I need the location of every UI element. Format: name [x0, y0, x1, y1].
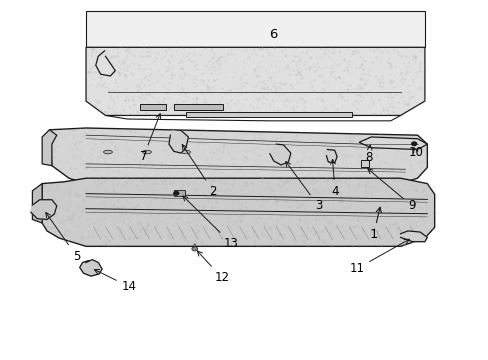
Polygon shape [86, 47, 424, 116]
Polygon shape [168, 130, 188, 153]
Polygon shape [400, 231, 427, 242]
Text: 3: 3 [285, 162, 322, 212]
Ellipse shape [142, 150, 151, 154]
Bar [140, 104, 166, 110]
Circle shape [191, 247, 197, 251]
Bar [360, 160, 368, 167]
Bar [173, 190, 184, 196]
Text: 10: 10 [407, 145, 422, 159]
Text: 8: 8 [365, 145, 372, 164]
Ellipse shape [181, 150, 190, 154]
Polygon shape [80, 260, 102, 276]
Polygon shape [32, 184, 42, 223]
Polygon shape [269, 144, 290, 165]
Text: 14: 14 [94, 270, 136, 293]
Text: 13: 13 [183, 196, 239, 250]
Polygon shape [86, 12, 424, 47]
Ellipse shape [103, 150, 112, 154]
Text: 11: 11 [348, 239, 408, 275]
Polygon shape [96, 51, 115, 76]
Polygon shape [326, 149, 336, 163]
Bar [173, 104, 222, 110]
Text: 9: 9 [367, 169, 415, 212]
Text: 12: 12 [197, 251, 229, 284]
Polygon shape [31, 200, 57, 220]
Circle shape [411, 142, 416, 145]
Text: 6: 6 [269, 28, 277, 41]
Circle shape [173, 192, 178, 195]
Text: 1: 1 [368, 207, 381, 241]
Polygon shape [358, 137, 427, 149]
Text: 5: 5 [46, 212, 80, 262]
Text: 2: 2 [182, 144, 217, 198]
Text: 7: 7 [140, 114, 161, 163]
Text: 4: 4 [330, 159, 338, 198]
Bar [185, 112, 351, 117]
Polygon shape [49, 128, 427, 184]
Polygon shape [42, 130, 57, 166]
Polygon shape [42, 178, 434, 246]
